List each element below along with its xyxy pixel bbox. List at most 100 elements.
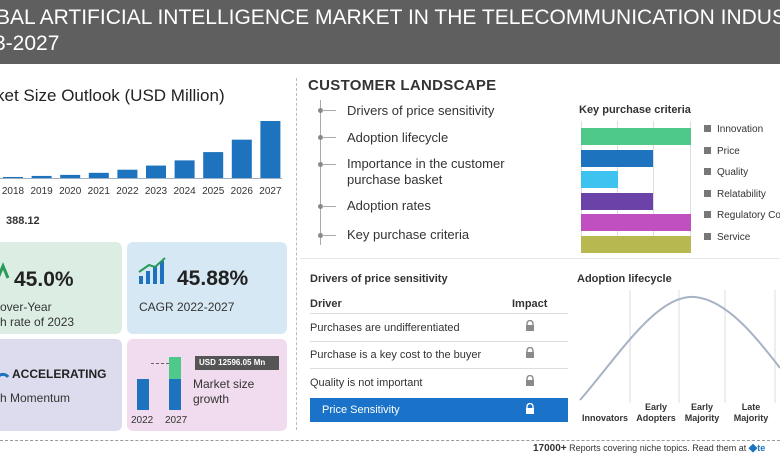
yoy-label-1: over-Year	[0, 300, 52, 314]
bar-2025	[203, 152, 224, 178]
timeline-dot	[318, 108, 323, 113]
market-outlook-title: ket Size Outlook (USD Million)	[0, 86, 225, 105]
growth-card: USD 12596.05 Mn 2022 2027 Market size gr…	[127, 339, 287, 431]
stage-early-adopters-2: Adopters	[636, 413, 676, 423]
bar-2022	[117, 169, 138, 178]
legend-swatch-icon	[704, 146, 711, 154]
momentum-card: ACCELERATING h Momentum	[0, 339, 122, 431]
timeline-dot	[318, 135, 323, 140]
lock-icon	[526, 375, 534, 386]
stage-late-majority-1: Late	[741, 402, 761, 412]
table-divider	[310, 313, 568, 314]
tick-label-2022: 2022	[116, 186, 139, 197]
landscape-timeline	[320, 100, 321, 245]
cagr-chart-icon	[138, 257, 166, 284]
adoption-curve	[579, 290, 780, 403]
stage-innovators: Innovators	[581, 413, 628, 423]
timeline-dot	[318, 233, 323, 238]
legend-swatch-icon	[704, 232, 711, 240]
tick-label-2027: 2027	[259, 186, 282, 197]
tick-label-2026: 2026	[231, 186, 254, 197]
kpc-legend-label: Service	[717, 231, 751, 243]
legend-swatch-icon	[704, 168, 711, 175]
timeline-connector	[322, 206, 336, 207]
landscape-item-importance: Importance in the customer	[347, 156, 505, 171]
legend-swatch-icon	[704, 211, 711, 218]
bar-2020	[60, 174, 81, 178]
kpc-legend-item: Service	[704, 232, 750, 243]
bar-2018	[3, 176, 23, 178]
driver-column-header: Driver	[310, 298, 342, 310]
timeline-dot	[318, 162, 323, 167]
timeline-dot	[318, 204, 323, 209]
momentum-icon	[0, 372, 10, 379]
market-size-bar-chart: 2018 2019 2020 2021 2022 2023 2024 2025 2026 2027	[2, 121, 282, 197]
landscape-item-price-sensitivity: Drivers of price sensitivity	[347, 103, 495, 118]
footer-tagline: Reports covering niche topics. Read them…	[566, 443, 747, 453]
footer-divider	[0, 440, 780, 441]
kpc-bar-relatability	[581, 192, 653, 210]
growth-bar-2022	[137, 379, 149, 410]
stage-early-majority-2: Majority	[684, 413, 720, 423]
price-sensitivity-title: Drivers of price sensitivity	[310, 273, 448, 285]
kpc-legend-item: Regulatory Co	[704, 210, 780, 221]
growth-arrow-icon	[0, 262, 10, 279]
kpc-legend-label: Regulatory Co	[717, 210, 780, 221]
growth-connector	[151, 363, 169, 364]
adoption-lifecycle-title: Adoption lifecycle	[577, 273, 672, 285]
tick-label-2023: 2023	[145, 186, 168, 197]
tick-label-2020: 2020	[59, 186, 82, 197]
kpc-bar-service	[581, 235, 691, 253]
bar-2019	[31, 175, 52, 178]
stage-late-majority-2: Majority	[733, 413, 769, 423]
table-row: Purchase is a key cost to the buyer	[310, 349, 482, 361]
footer-brand[interactable]: te	[757, 443, 766, 453]
tick-label-2021: 2021	[88, 186, 111, 197]
growth-badge: USD 12596.05 Mn	[195, 356, 279, 370]
timeline-connector	[322, 164, 336, 165]
landscape-item-importance-cont: purchase basket	[347, 172, 443, 187]
kpc-bar-price	[581, 149, 653, 167]
yoy-label-2: h rate of 2023	[0, 315, 75, 329]
bar-2027	[260, 121, 281, 178]
cagr-value: 45.88%	[177, 267, 249, 290]
yoy-growth-card: 45.0% over-Year h rate of 2023	[0, 242, 122, 334]
tick-label-2019: 2019	[30, 186, 53, 197]
timeline-connector	[322, 235, 336, 236]
landscape-item-key-purchase-criteria: Key purchase criteria	[347, 227, 470, 242]
growth-label-2: growth	[193, 392, 230, 406]
footer-count: 17000+	[533, 443, 567, 454]
key-purchase-criteria-title: Key purchase criteria	[579, 104, 691, 116]
growth-year-end: 2027	[165, 415, 188, 426]
footer-text: 17000+ Reports covering niche topics. Re…	[533, 441, 765, 454]
table-divider	[310, 368, 568, 369]
kpc-legend-item: Price	[704, 146, 740, 157]
chart-baseline	[0, 178, 282, 179]
customer-landscape-title: CUSTOMER LANDSCAPE	[308, 77, 497, 94]
growth-year-start: 2022	[131, 415, 154, 426]
section-divider	[296, 78, 297, 430]
bar-2024	[174, 160, 195, 178]
table-row-summary: Price Sensitivity	[322, 404, 400, 416]
legend-swatch-icon	[704, 125, 711, 132]
landscape-item-adoption-lifecycle: Adoption lifecycle	[347, 130, 449, 145]
header-title-line2: 3-2027	[0, 32, 60, 55]
kpc-legend-label: Quality	[717, 167, 749, 178]
kpc-gridline	[690, 121, 691, 245]
kpc-legend-label: Price	[717, 145, 740, 157]
lock-icon	[526, 320, 534, 331]
growth-label-1: Market size	[193, 377, 255, 391]
timeline-connector	[322, 137, 336, 138]
lock-icon	[526, 347, 534, 358]
kpc-bar-innovation	[581, 128, 691, 145]
tick-label-2024: 2024	[173, 186, 196, 197]
momentum-label: h Momentum	[0, 391, 71, 405]
header-banner: BAL ARTIFICIAL INTELLIGENCE MARKET IN TH…	[0, 0, 780, 64]
kpc-legend-label: Innovation	[717, 124, 764, 135]
cagr-card: 45.88% CAGR 2022-2027	[127, 242, 287, 334]
landscape-item-adoption-rates: Adoption rates	[347, 198, 431, 213]
kpc-bar-regulatory-co	[581, 214, 691, 231]
bar-2021	[88, 172, 109, 178]
bar-2026	[231, 139, 252, 178]
stage-early-adopters-1: Early	[644, 402, 668, 412]
